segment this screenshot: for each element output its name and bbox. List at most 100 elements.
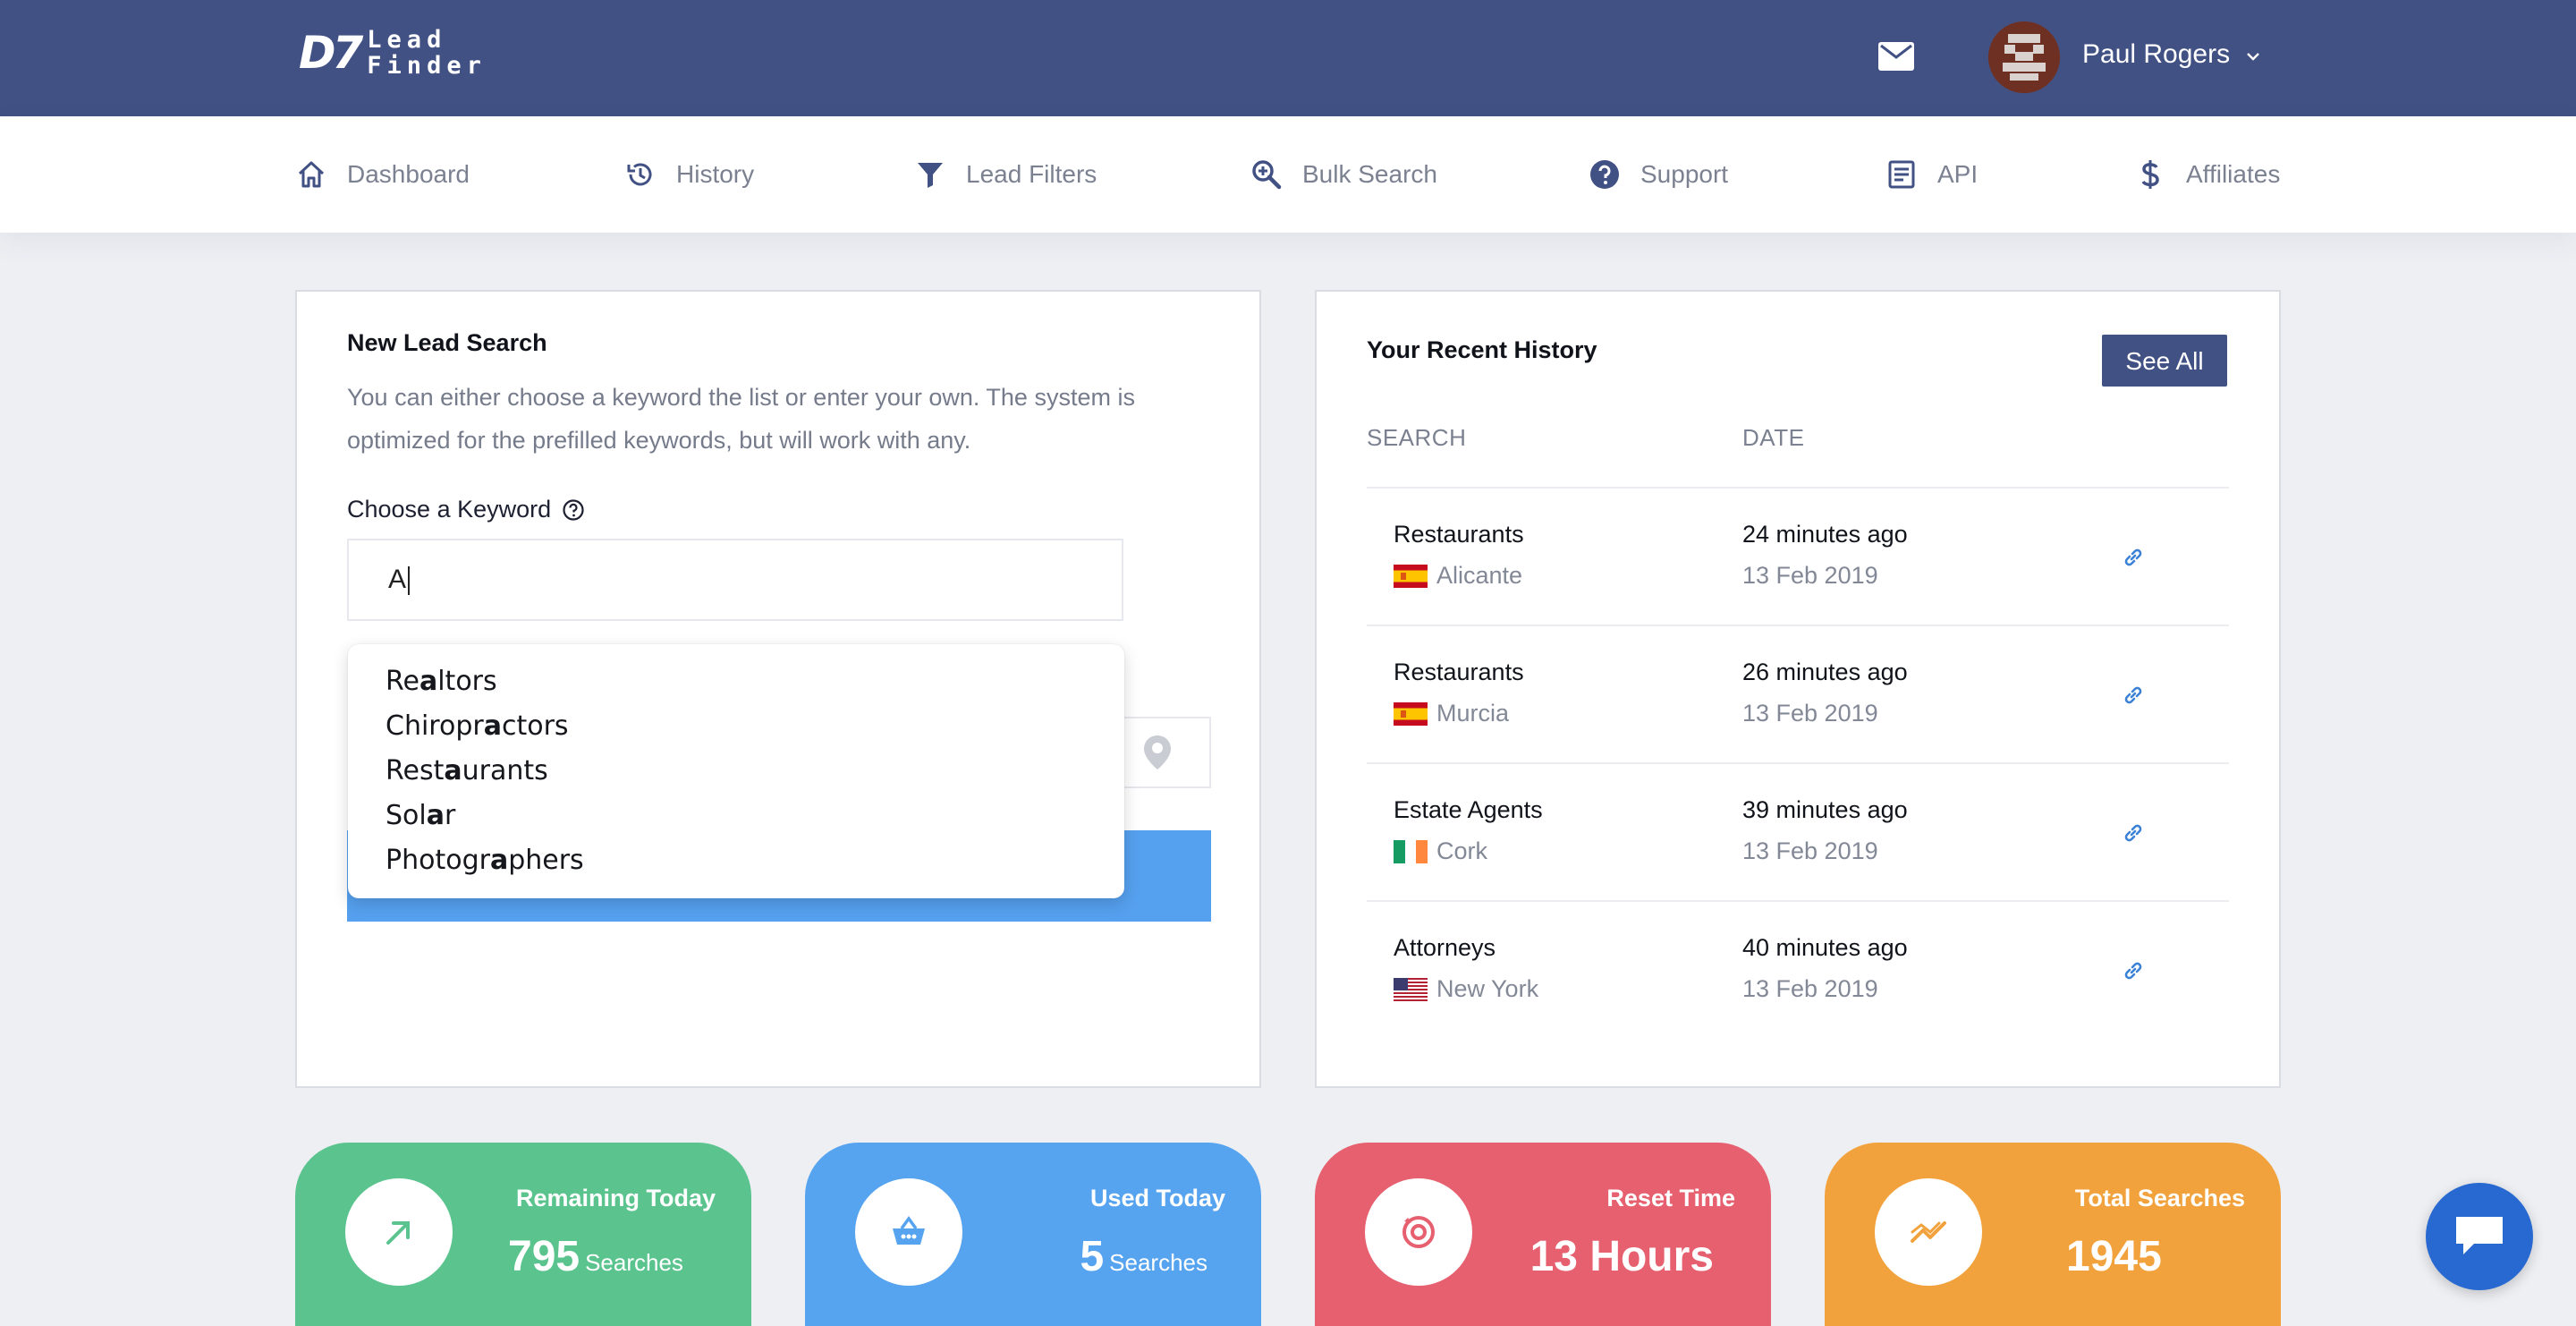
row-date: 13 Feb 2019 [1742,975,1878,1002]
top-header: D7 Lead Finder Paul Rogers [0,0,2576,116]
stat-used-today: Used Today 5 Searches [805,1143,1261,1326]
divider [1367,900,2229,902]
nav-affiliates[interactable]: Affiliates [2134,116,2280,233]
link-icon[interactable] [2122,821,2145,845]
logo-mark: D7 [299,27,363,79]
home-icon [298,161,325,188]
nav-bulk-search[interactable]: Bulk Search [1250,116,1437,233]
divider [1367,625,2229,626]
nav-support[interactable]: Support [1589,116,1728,233]
column-header-date: DATE [1742,424,1805,451]
mail-icon[interactable] [1878,42,1914,71]
suggestion-item[interactable]: Photographers [386,845,584,876]
divider [1367,487,2229,489]
keyword-label: Choose a Keyword [347,496,585,523]
avatar[interactable] [1988,21,2060,93]
column-header-search: SEARCH [1367,424,1467,451]
row-search: Restaurants [1394,659,1524,685]
search-plus-icon [1252,160,1282,190]
app-logo[interactable]: D7 Lead Finder [299,27,487,79]
nav-label: History [676,160,755,188]
row-date: 13 Feb 2019 [1742,700,1878,727]
nav-label: Bulk Search [1302,160,1437,188]
stat-icon-circle [1875,1178,1982,1286]
row-time-ago: 26 minutes ago [1742,659,1908,685]
stat-value: 5 Searches [1080,1233,1208,1280]
card-title: Your Recent History [1367,336,1597,363]
usa-flag-icon [1394,977,1428,1001]
nav-label: Support [1640,160,1729,188]
stat-value: 13 Hours [1530,1233,1714,1280]
recent-history-card: Your Recent History See All SEARCH DATE … [1315,290,2281,1088]
row-time-ago: 24 minutes ago [1742,521,1908,548]
user-name[interactable]: Paul Rogers [2082,39,2231,69]
spain-flag-icon [1394,564,1428,588]
keyword-input[interactable]: A [347,539,1123,621]
dollar-icon [2141,160,2159,189]
row-location: New York [1394,975,1538,1003]
stat-icon-circle [1365,1178,1472,1286]
stat-label: Total Searches [2074,1185,2245,1211]
link-icon[interactable] [2122,684,2145,707]
stat-icon-circle [345,1178,453,1286]
divider [1367,762,2229,764]
reset-icon [1402,1216,1435,1248]
see-all-button[interactable]: See All [2102,335,2227,387]
suggestion-item[interactable]: Restaurants [386,755,548,786]
nav-lead-filters[interactable]: Lead Filters [914,116,1097,233]
stat-label: Reset Time [1606,1185,1735,1211]
help-icon[interactable] [562,498,585,522]
ireland-flag-icon [1394,839,1428,863]
suggestion-item[interactable]: Realtors [386,666,497,697]
keyword-suggestions: Realtors Chiropractors Restaurants Solar… [348,644,1124,898]
stat-value: 1945 [2066,1233,2162,1280]
new-lead-search-card: New Lead Search You can either choose a … [295,290,1261,1088]
help-circle-icon [1590,160,1619,189]
card-description: You can either choose a keyword the list… [347,384,1135,454]
trend-up-arrow-icon [386,1221,410,1245]
nav-label: API [1937,160,1979,188]
spain-flag-icon [1394,701,1428,726]
nav-label: Lead Filters [966,160,1097,188]
logo-text: Lead Finder [367,26,487,80]
stat-value: 795 Searches [508,1233,683,1280]
nav-label: Affiliates [2186,160,2281,188]
row-date: 13 Feb 2019 [1742,837,1878,864]
row-search: Estate Agents [1394,796,1543,823]
nav-dashboard[interactable]: Dashboard [295,116,470,233]
link-icon[interactable] [2122,959,2145,982]
avatar-image [1988,21,2060,93]
trending-icon [1911,1221,1946,1243]
stat-total-searches: Total Searches 1945 [1825,1143,2281,1326]
suggestion-item[interactable]: Solar [386,800,456,831]
basket-icon [893,1216,925,1245]
stat-reset-time: Reset Time 13 Hours [1315,1143,1771,1326]
link-icon[interactable] [2122,546,2145,569]
nav-api[interactable]: API [1885,116,1978,233]
row-location: Cork [1394,837,1487,865]
row-search: Attorneys [1394,934,1496,961]
stat-remaining-today: Remaining Today 795 Searches [295,1143,751,1326]
history-icon [627,163,652,186]
chat-bubble-icon [2456,1217,2503,1254]
nav-history[interactable]: History [624,116,754,233]
row-location: Murcia [1394,700,1509,727]
row-search: Restaurants [1394,521,1524,548]
nav-label: Dashboard [347,160,470,188]
row-time-ago: 39 minutes ago [1742,796,1908,823]
stat-label: Used Today [1089,1185,1225,1211]
map-pin-icon [1144,735,1171,769]
row-date: 13 Feb 2019 [1742,562,1878,589]
suggestion-item[interactable]: Chiropractors [386,710,569,742]
stat-icon-circle [855,1178,962,1286]
row-location: Alicante [1394,562,1522,590]
card-title: New Lead Search [347,329,547,356]
text-caret [408,566,411,596]
chat-widget-button[interactable] [2426,1183,2533,1290]
document-icon [1888,160,1915,189]
chevron-down-icon[interactable] [2245,48,2261,64]
filter-icon [918,163,943,188]
main-nav: Dashboard History Lead Filters Bulk Sear… [0,116,2576,233]
stat-label: Remaining Today [515,1185,716,1211]
row-time-ago: 40 minutes ago [1742,934,1908,961]
